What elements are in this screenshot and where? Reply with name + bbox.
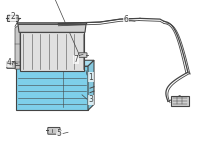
Text: 7: 7 (74, 55, 78, 64)
Polygon shape (15, 24, 20, 69)
Polygon shape (16, 60, 94, 66)
Text: 5: 5 (57, 129, 61, 138)
Text: 2: 2 (11, 12, 15, 21)
Text: 1: 1 (89, 73, 93, 82)
FancyBboxPatch shape (48, 127, 60, 134)
Polygon shape (16, 66, 88, 110)
FancyBboxPatch shape (7, 15, 18, 21)
Polygon shape (18, 24, 86, 32)
FancyBboxPatch shape (20, 32, 84, 71)
Text: 4: 4 (7, 58, 11, 67)
FancyBboxPatch shape (171, 96, 189, 106)
Polygon shape (17, 23, 87, 24)
Text: 6: 6 (124, 15, 128, 24)
Polygon shape (88, 60, 94, 110)
FancyBboxPatch shape (79, 53, 87, 57)
Text: 3: 3 (89, 95, 93, 105)
FancyBboxPatch shape (7, 62, 15, 68)
